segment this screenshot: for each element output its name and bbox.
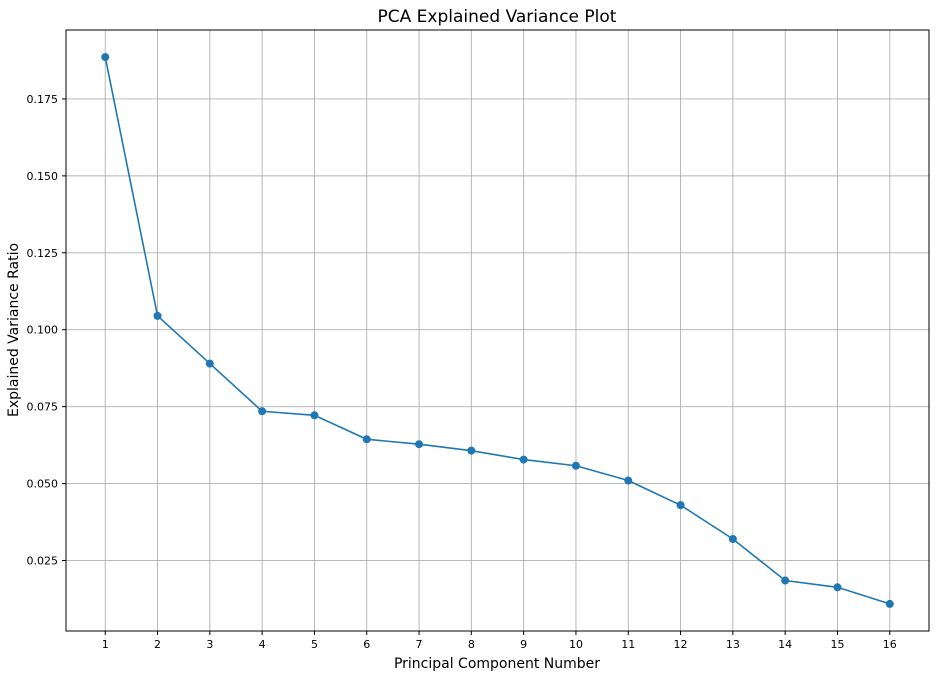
x-tick-label: 8 <box>468 638 475 651</box>
x-tick-label: 12 <box>674 638 688 651</box>
y-tick-label: 0.100 <box>27 324 59 337</box>
data-point <box>101 53 110 62</box>
y-tick-label: 0.175 <box>27 93 59 106</box>
chart-title: PCA Explained Variance Plot <box>378 7 617 27</box>
data-point <box>205 359 214 368</box>
x-tick-label: 16 <box>883 638 897 651</box>
series-layer <box>101 53 894 608</box>
x-tick-label: 6 <box>363 638 370 651</box>
x-tick-label: 15 <box>830 638 844 651</box>
data-point <box>676 501 685 510</box>
data-point <box>571 461 580 470</box>
grid-lines <box>66 30 929 631</box>
x-tick-label: 9 <box>520 638 527 651</box>
data-point <box>781 576 790 585</box>
x-tick-label: 10 <box>569 638 583 651</box>
series-line <box>104 56 891 605</box>
x-tick-label: 14 <box>778 638 792 651</box>
y-tick-label: 0.050 <box>27 478 59 491</box>
x-axis: 1 2 3 4 5 6 7 8 9 10 11 12 13 14 15 16 <box>102 631 897 651</box>
data-point <box>833 583 842 592</box>
data-point <box>310 411 319 420</box>
x-tick-label: 2 <box>154 638 161 651</box>
data-point <box>467 446 476 455</box>
data-point <box>728 534 737 543</box>
y-axis-label: Explained Variance Ratio <box>6 243 22 417</box>
data-point <box>362 435 371 444</box>
x-tick-label: 5 <box>311 638 318 651</box>
x-tick-label: 1 <box>102 638 109 651</box>
x-axis-label: Principal Component Number <box>394 656 600 672</box>
x-tick-label: 11 <box>621 638 635 651</box>
y-axis: 0.025 0.050 0.075 0.100 0.125 0.150 0.175 <box>27 93 66 568</box>
x-tick-label: 4 <box>259 638 266 651</box>
y-tick-label: 0.125 <box>27 247 59 260</box>
x-tick-label: 7 <box>416 638 423 651</box>
data-point <box>415 440 424 449</box>
data-point <box>258 407 267 416</box>
plot-frame <box>65 29 930 632</box>
y-tick-label: 0.025 <box>27 555 59 568</box>
x-tick-label: 13 <box>726 638 740 651</box>
data-point <box>885 599 894 608</box>
x-tick-label: 3 <box>206 638 213 651</box>
data-point <box>624 476 633 485</box>
y-tick-label: 0.075 <box>27 401 59 414</box>
data-point <box>519 455 528 464</box>
y-tick-label: 0.150 <box>27 170 59 183</box>
data-point <box>153 311 162 320</box>
